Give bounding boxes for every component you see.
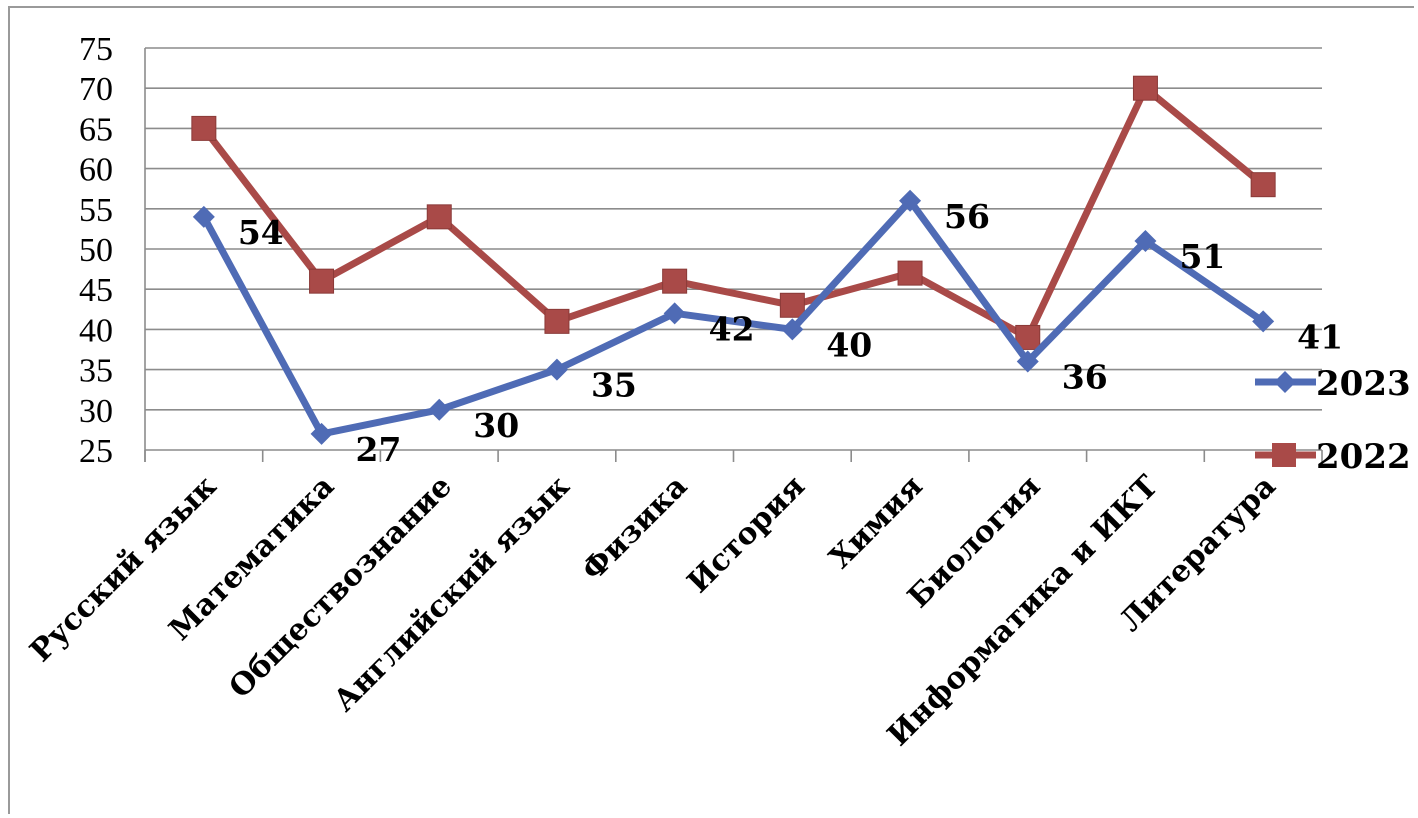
marker-2023-0 (192, 205, 215, 228)
y-tick-65: 65 (79, 111, 113, 148)
y-tick-30: 30 (79, 393, 113, 430)
data-label-2023-4: 42 (709, 309, 755, 348)
y-tick-70: 70 (79, 71, 113, 108)
marker-2023-9 (1252, 310, 1275, 333)
y-tick-45: 45 (79, 272, 113, 309)
marker-2023-1 (310, 422, 333, 445)
x-tick-label: Физика (575, 469, 694, 588)
marker-2022-2 (426, 204, 452, 230)
legend-label-2022: 2022 (1316, 437, 1411, 477)
marker-2023-6 (899, 189, 922, 212)
marker-2022-3 (544, 308, 570, 334)
chart-frame (8, 6, 1414, 814)
legend: 2023 2022 (1255, 364, 1411, 477)
data-label-2023-5: 40 (826, 325, 872, 364)
y-tick-35: 35 (79, 353, 113, 390)
data-label-2023-7: 36 (1062, 358, 1108, 397)
y-tick-50: 50 (79, 232, 113, 269)
marker-2022-9 (1250, 172, 1276, 198)
data-label-2023-2: 30 (473, 406, 519, 445)
marker-2023-8 (1134, 229, 1157, 252)
x-tick-label: Английский язык (327, 469, 577, 719)
marker-2022-1 (309, 268, 335, 294)
series-line-2023 (200, 197, 1267, 438)
data-label-2023-9: 41 (1297, 317, 1343, 356)
marker-2022-5 (779, 292, 805, 318)
marker-2022-4 (662, 268, 688, 294)
marker-2023-4 (663, 302, 686, 325)
legend-marker-2023 (1274, 371, 1296, 393)
marker-2022-0 (191, 115, 217, 141)
y-tick-60: 60 (79, 152, 113, 189)
marker-2023-5 (781, 318, 804, 341)
x-tick-label: Обществознание (223, 469, 459, 705)
x-tick-label: История (681, 469, 812, 600)
data-label-2023-3: 35 (591, 366, 637, 405)
series-line-2022 (200, 84, 1267, 341)
marker-2023-2 (428, 398, 451, 421)
data-label-2023-0: 54 (238, 213, 284, 252)
y-tick-25: 25 (79, 433, 113, 470)
x-tick-label: Химия (823, 469, 930, 576)
marker-2023-7 (1016, 350, 1039, 373)
y-tick-40: 40 (79, 312, 113, 349)
series-group (191, 75, 1276, 445)
legend-marker-2022 (1272, 443, 1296, 467)
data-label-2023-6: 56 (944, 197, 990, 236)
y-tick-75: 75 (79, 31, 113, 68)
marker-2022-8 (1132, 75, 1158, 101)
x-axis: Русский языкМатематикаОбществознаниеАнгл… (23, 48, 1323, 753)
y-tick-55: 55 (79, 192, 113, 229)
data-label-2023-8: 51 (1179, 237, 1225, 276)
data-labels: 54 27 30 35 42 40 56 36 51 41 (238, 197, 1343, 469)
data-label-2023-1: 27 (356, 430, 402, 469)
marker-2023-3 (545, 358, 568, 381)
marker-2022-6 (897, 260, 923, 286)
legend-label-2023: 2023 (1316, 364, 1411, 404)
